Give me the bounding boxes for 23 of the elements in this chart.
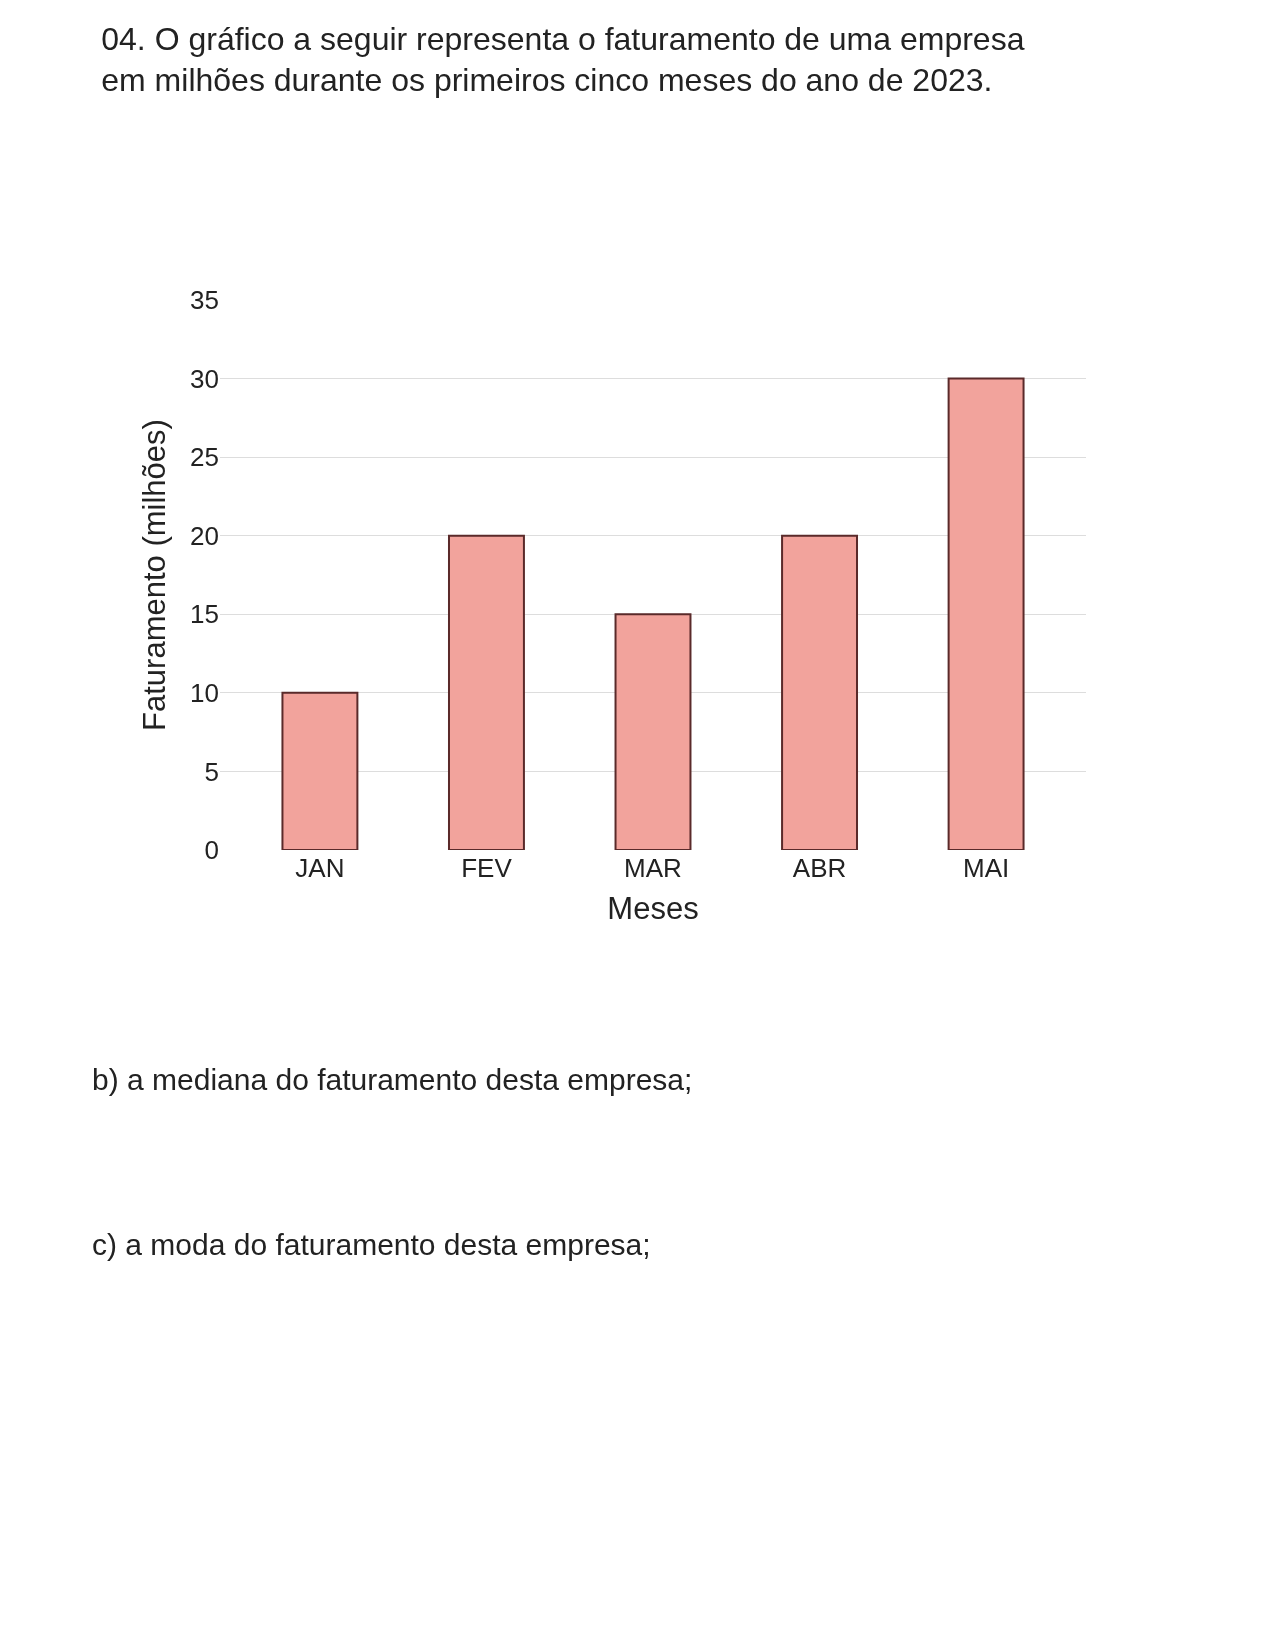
y-tick-label: 35	[190, 285, 219, 316]
y-axis-title: Faturamento (milhões)	[136, 419, 172, 731]
bar	[447, 534, 525, 850]
y-tick-label: 5	[204, 756, 219, 787]
x-tick-label: MAI	[962, 853, 1010, 883]
chart-title: 04. O gráfico a seguir representa o faturamento de uma empresa em milhões durante os primeiros cinco meses do ano de 2023.	[101, 20, 1025, 99]
bar	[781, 534, 859, 850]
y-tick-label: 10	[190, 677, 219, 708]
x-tick-label: MAR	[624, 853, 682, 883]
bar	[947, 377, 1025, 850]
text: b) a mediana do faturamento desta empresa;	[92, 1063, 693, 1096]
bar	[614, 613, 692, 850]
x-tick-label: JAN	[295, 853, 345, 883]
x-tick-label: ABR	[792, 853, 847, 883]
y-tick-label: 0	[204, 835, 219, 866]
y-tick-label: 25	[190, 442, 219, 473]
text: c) a moda do faturamento desta empresa;	[92, 1228, 651, 1261]
x-tick-label: FEV	[461, 853, 513, 883]
bar	[281, 691, 359, 850]
x-axis-title: Meses	[607, 891, 699, 927]
y-tick-label: 15	[190, 599, 219, 630]
y-tick-label: 20	[190, 520, 219, 551]
y-tick-label: 30	[190, 363, 219, 394]
